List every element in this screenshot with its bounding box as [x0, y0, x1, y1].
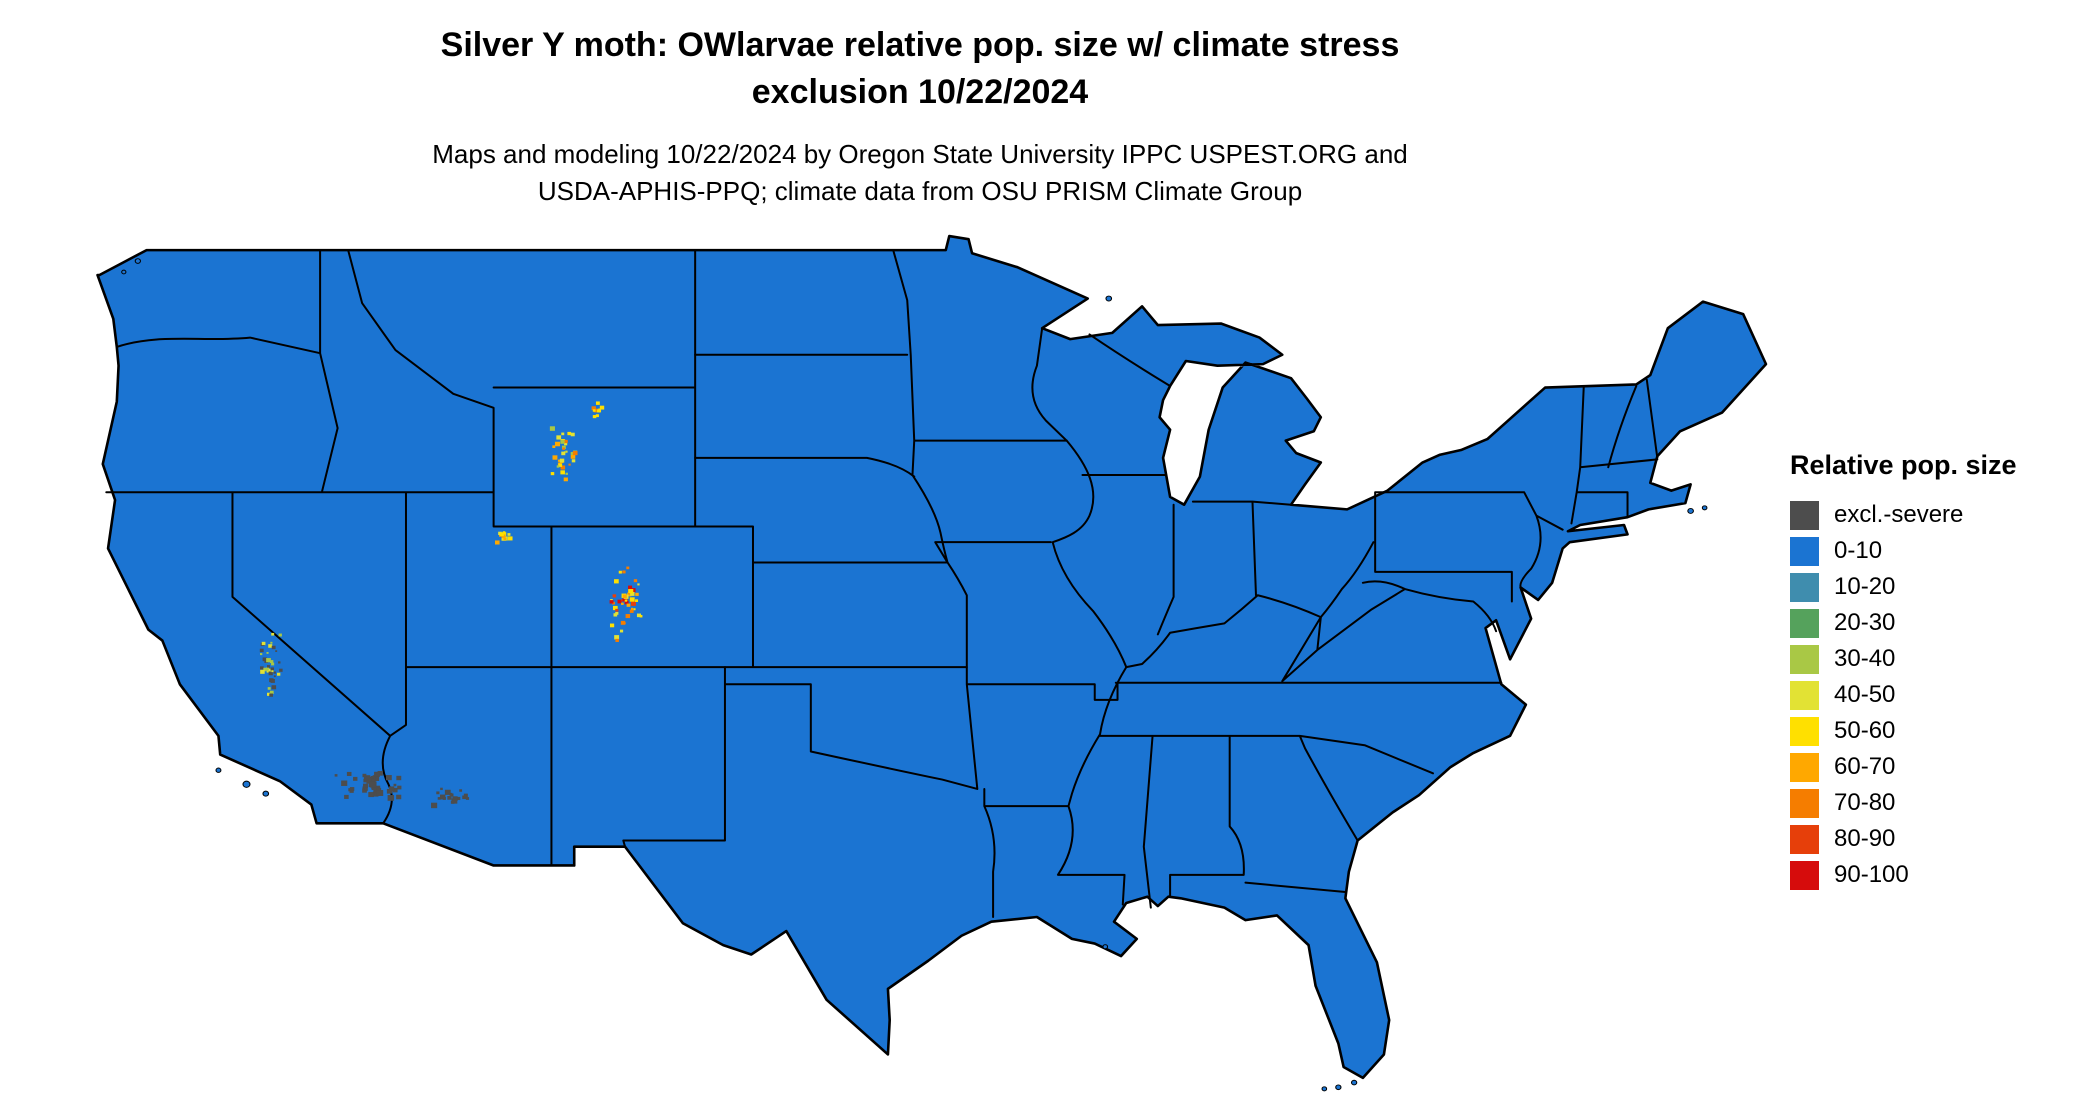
legend-swatch: [1790, 824, 1819, 854]
legend-item-label: excl.-severe: [1834, 501, 1964, 528]
map-subtitle-line1: Maps and modeling 10/22/2024 by Oregon S…: [432, 138, 1408, 169]
legend-item: 80-90: [1790, 821, 2090, 857]
legend-item-label: 30-40: [1834, 645, 1896, 672]
coastal-islands: [121, 258, 1708, 1092]
legend-swatch: [1790, 536, 1819, 566]
legend-item-label: 80-90: [1834, 825, 1896, 852]
legend-swatch: [1790, 716, 1819, 746]
legend-swatch: [1790, 788, 1819, 818]
legend-item: 20-30: [1790, 605, 2090, 641]
legend-item: 30-40: [1790, 641, 2090, 677]
legend-item: 60-70: [1790, 749, 2090, 785]
map-title-line2: exclusion 10/22/2024: [751, 72, 1089, 111]
state-borders-plains: [623, 250, 1117, 847]
legend: Relative pop. size excl.-severe 0-10 10-…: [1790, 450, 2090, 893]
legend-item-label: 0-10: [1834, 537, 1883, 564]
legend-item: 90-100: [1790, 857, 2090, 893]
legend-item-label: 20-30: [1834, 609, 1896, 636]
legend-item: 40-50: [1790, 677, 2090, 713]
legend-swatch: [1790, 752, 1819, 782]
legend-swatch: [1790, 608, 1819, 638]
map-title-line1: Silver Y moth: OWlarvae relative pop. si…: [440, 26, 1400, 64]
state-borders-south: [984, 667, 1501, 917]
legend-item: 70-80: [1790, 785, 2090, 821]
legend-item-label: 90-100: [1834, 861, 1909, 888]
legend-item-label: 70-80: [1834, 789, 1896, 816]
state-borders-west: [106, 250, 967, 865]
us-landmass: [98, 236, 1766, 1078]
legend-items: excl.-severe 0-10 10-20 20-30 30-40 40-5…: [1790, 497, 2090, 893]
state-borders-midwest: [1032, 328, 1320, 667]
map-header: Silver Y moth: OWlarvae relative pop. si…: [0, 22, 1840, 210]
legend-swatch: [1790, 572, 1819, 602]
legend-item: 0-10: [1790, 533, 2090, 569]
state-borders: [106, 250, 1657, 917]
us-map: [80, 222, 1780, 1106]
legend-item-label: 10-20: [1834, 573, 1896, 600]
legend-swatch: [1790, 860, 1819, 890]
legend-item: 10-20: [1790, 569, 2090, 605]
legend-swatch: [1790, 680, 1819, 710]
map-title: Silver Y moth: OWlarvae relative pop. si…: [0, 22, 1840, 116]
stress-speckles: [259, 401, 643, 809]
state-borders-east: [1282, 380, 1657, 681]
legend-item-label: 60-70: [1834, 753, 1896, 780]
legend-item: excl.-severe: [1790, 497, 2090, 533]
legend-title: Relative pop. size: [1790, 450, 2017, 480]
legend-item-label: 50-60: [1834, 717, 1896, 744]
legend-swatch: [1790, 644, 1819, 674]
map-subtitle: Maps and modeling 10/22/2024 by Oregon S…: [0, 136, 1840, 210]
us-map-svg: [80, 222, 1780, 1092]
legend-swatch: [1790, 500, 1819, 530]
legend-item: 50-60: [1790, 713, 2090, 749]
legend-item-label: 40-50: [1834, 681, 1896, 708]
map-subtitle-line2: USDA-APHIS-PPQ; climate data from OSU PR…: [537, 175, 1303, 206]
